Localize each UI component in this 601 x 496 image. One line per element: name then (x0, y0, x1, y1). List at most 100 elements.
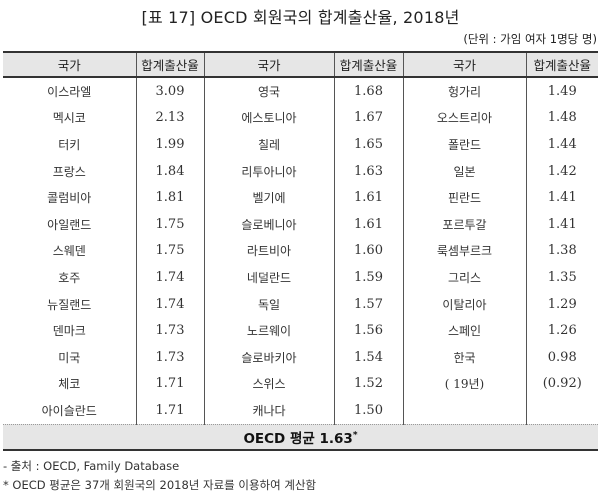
rate-cell: 1.60 (333, 237, 404, 265)
table-row: 미국 1.73 슬로바키아 1.54 한국 0.98 (3, 343, 598, 371)
rate-cell: 3.09 (135, 77, 205, 105)
table-row: 이스라엘 3.09 영국 1.68 헝가리 1.49 (3, 77, 598, 105)
rate-cell: 2.13 (135, 104, 205, 132)
country-cell: 노르웨이 (203, 317, 335, 344)
rate-cell: 1.44 (525, 131, 598, 158)
rate-cell: 1.35 (525, 264, 598, 291)
country-cell: 벨기에 (203, 184, 335, 211)
table-title: [표 17] OECD 회원국의 합계출산율, 2018년 (141, 8, 460, 27)
country-cell: 멕시코 (3, 104, 137, 132)
source-note: - 출처 : OECD, Family Database (3, 459, 180, 473)
table-row: 아이슬란드 1.71 캐나다 1.50 (3, 397, 598, 425)
country-cell: 폴란드 (402, 131, 527, 158)
rate-cell: 1.68 (333, 77, 404, 105)
country-cell: 오스트리아 (402, 104, 527, 132)
col-header-country: 국가 (3, 51, 137, 78)
rate-cell: 1.42 (525, 157, 598, 185)
country-cell: 리투아니아 (203, 157, 335, 185)
table-row: 아일랜드 1.75 슬로베니아 1.61 포르투갈 1.41 (3, 210, 598, 238)
rate-cell: 1.73 (135, 317, 205, 344)
col-header-rate: 합계출산율 (333, 51, 404, 78)
rate-cell: 1.67 (333, 104, 404, 132)
country-cell: 네덜란드 (203, 264, 335, 291)
rate-cell: 1.63 (333, 157, 404, 185)
table-row: 뉴질랜드 1.74 독일 1.57 이탈리아 1.29 (3, 290, 598, 318)
table-row: 스웨덴 1.75 라트비아 1.60 룩셈부르크 1.38 (3, 237, 598, 265)
col-header-country: 국가 (402, 51, 527, 78)
country-cell (402, 397, 527, 425)
rate-cell: 1.73 (135, 343, 205, 371)
country-cell: 한국 (402, 343, 527, 371)
country-cell: 아이슬란드 (3, 397, 137, 425)
rate-cell: 1.56 (333, 317, 404, 344)
rate-cell: 1.29 (525, 290, 598, 318)
notes: - 출처 : OECD, Family Database * OECD 평균은 … (3, 457, 316, 495)
rate-cell: 1.48 (525, 104, 598, 132)
oecd-average-label: OECD 평균 1.63 (243, 430, 353, 447)
footnote-mark: * (352, 430, 358, 441)
country-cell: 뉴질랜드 (3, 290, 137, 318)
rate-cell: 1.81 (135, 184, 205, 211)
country-cell: 호주 (3, 264, 137, 291)
table-row: 멕시코 2.13 에스토니아 1.67 오스트리아 1.48 (3, 104, 598, 132)
table-row: 덴마크 1.73 노르웨이 1.56 스페인 1.26 (3, 317, 598, 344)
country-cell: 룩셈부르크 (402, 237, 527, 265)
rate-cell: 1.74 (135, 264, 205, 291)
rate-cell: 1.41 (525, 210, 598, 238)
rate-cell: 1.99 (135, 131, 205, 158)
country-cell: 터키 (3, 131, 137, 158)
country-cell: 덴마크 (3, 317, 137, 344)
rate-cell: 1.84 (135, 157, 205, 185)
country-cell: 일본 (402, 157, 527, 185)
rate-cell: 1.75 (135, 237, 205, 265)
country-cell: 체코 (3, 370, 137, 398)
rate-cell: 1.59 (333, 264, 404, 291)
table-row: 프랑스 1.84 리투아니아 1.63 일본 1.42 (3, 157, 598, 185)
rate-cell (525, 397, 598, 425)
header-row: 국가 합계출산율 국가 합계출산율 국가 합계출산율 (3, 51, 598, 78)
country-cell: 에스토니아 (203, 104, 335, 132)
col-header-rate: 합계출산율 (525, 51, 598, 78)
rate-cell: 1.65 (333, 131, 404, 158)
table-row: 호주 1.74 네덜란드 1.59 그리스 1.35 (3, 264, 598, 291)
country-cell: 포르투갈 (402, 210, 527, 238)
country-cell: 슬로바키아 (203, 343, 335, 371)
country-cell: 독일 (203, 290, 335, 318)
rate-cell: 1.41 (525, 184, 598, 211)
rate-cell: 1.26 (525, 317, 598, 344)
country-cell: 스페인 (402, 317, 527, 344)
rate-cell: 1.61 (333, 210, 404, 238)
footnote: * OECD 평균은 37개 회원국의 2018년 자료를 이용하여 계산함 (3, 478, 317, 492)
rate-cell: 1.61 (333, 184, 404, 211)
country-cell: 미국 (3, 343, 137, 371)
rate-cell: 1.49 (525, 77, 598, 105)
country-cell: 스웨덴 (3, 237, 137, 265)
country-cell: 칠레 (203, 131, 335, 158)
rate-cell: 1.50 (333, 397, 404, 425)
col-header-rate: 합계출산율 (135, 51, 205, 78)
country-cell: 프랑스 (3, 157, 137, 185)
rate-cell: (0.92) (525, 370, 598, 398)
country-cell: 그리스 (402, 264, 527, 291)
oecd-average-cell: OECD 평균 1.63* (3, 424, 598, 451)
rate-cell: 1.54 (333, 343, 404, 371)
country-cell: 콜럼비아 (3, 184, 137, 211)
unit-label: (단위 : 가임 여자 1명당 명) (463, 32, 597, 46)
country-cell: 이스라엘 (3, 77, 137, 105)
summary-row: OECD 평균 1.63* (3, 424, 598, 451)
country-cell: 캐나다 (203, 397, 335, 425)
country-cell: ( 19년) (402, 370, 527, 398)
table-row: 콜럼비아 1.81 벨기에 1.61 핀란드 1.41 (3, 184, 598, 211)
rate-cell: 1.74 (135, 290, 205, 318)
country-cell: 핀란드 (402, 184, 527, 211)
country-cell: 라트비아 (203, 237, 335, 265)
country-cell: 슬로베니아 (203, 210, 335, 238)
country-cell: 헝가리 (402, 77, 527, 105)
rate-cell: 1.75 (135, 210, 205, 238)
table-row: 터키 1.99 칠레 1.65 폴란드 1.44 (3, 131, 598, 158)
country-cell: 이탈리아 (402, 290, 527, 318)
col-header-country: 국가 (203, 51, 335, 78)
country-cell: 스위스 (203, 370, 335, 398)
table-row: 체코 1.71 스위스 1.52( 19년) (0.92) (3, 370, 598, 398)
rate-cell: 0.98 (525, 343, 598, 371)
